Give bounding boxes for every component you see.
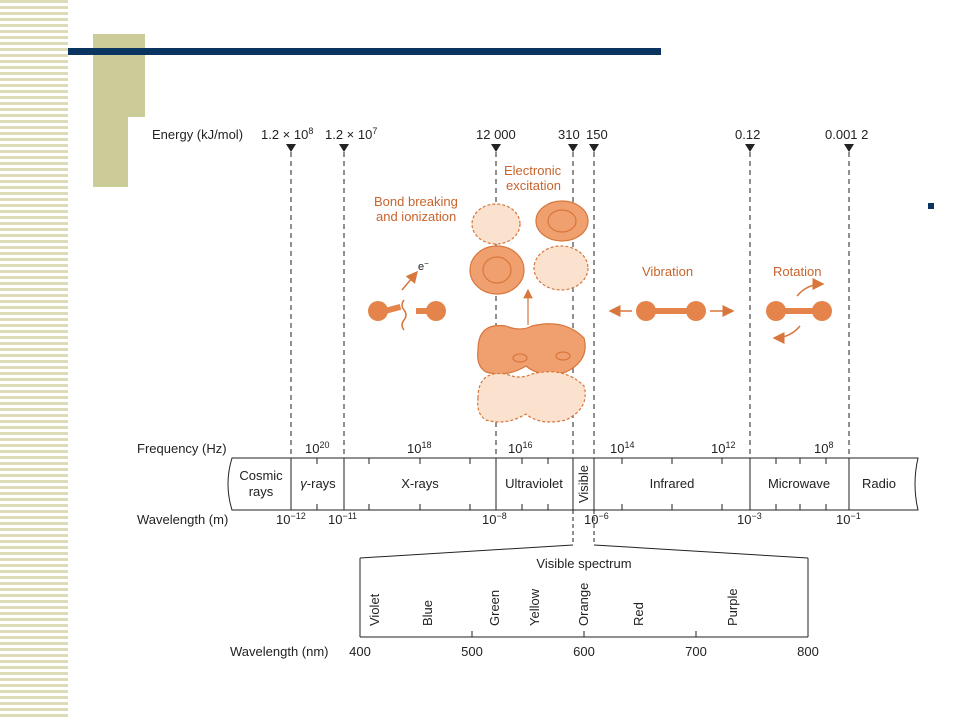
wavelength-m-tick-4: 10−6 bbox=[584, 511, 609, 527]
wavelength-m-axis-label: Wavelength (m) bbox=[137, 512, 228, 527]
nm-tick-800: 800 bbox=[797, 644, 819, 659]
electronic-orbitals-icon bbox=[469, 200, 589, 423]
wavelength-m-tick-1: 10−12 bbox=[276, 511, 306, 527]
nm-tick-700: 700 bbox=[685, 644, 707, 659]
visible-extension-lines bbox=[572, 510, 595, 545]
energy-value-4: 310 bbox=[558, 127, 580, 142]
frequency-tick-3: 1016 bbox=[508, 440, 532, 456]
electronic-excitation-label-1: Electronic bbox=[504, 163, 562, 178]
decor-block-upper bbox=[93, 34, 145, 117]
electronic-excitation-label-2: excitation bbox=[506, 178, 561, 193]
color-yellow: Yellow bbox=[527, 588, 542, 626]
region-visible: Visible bbox=[576, 465, 591, 503]
bullet-marker bbox=[928, 203, 934, 209]
wavelength-m-tick-5: 10−3 bbox=[737, 511, 762, 527]
bond-breaking-molecule-icon: e− bbox=[368, 259, 446, 331]
rotation-molecule-icon bbox=[766, 278, 832, 344]
wavelength-m-tick-3: 10−8 bbox=[482, 511, 507, 527]
region-cosmic-rays-2: rays bbox=[249, 484, 274, 499]
visible-spectrum-title: Visible spectrum bbox=[536, 556, 631, 571]
frequency-tick-2: 1018 bbox=[407, 440, 431, 456]
nm-tick-600: 600 bbox=[573, 644, 595, 659]
frequency-tick-5: 1012 bbox=[711, 440, 735, 456]
frequency-tick-1: 1020 bbox=[305, 440, 329, 456]
rotation-label: Rotation bbox=[773, 264, 821, 279]
nm-tick-500: 500 bbox=[461, 644, 483, 659]
region-boundary-lines bbox=[290, 152, 850, 458]
visible-spectrum-bracket bbox=[359, 544, 809, 638]
color-violet: Violet bbox=[367, 593, 382, 626]
region-cosmic-rays-1: Cosmic bbox=[239, 468, 283, 483]
frequency-tick-4: 1014 bbox=[610, 440, 634, 456]
color-green: Green bbox=[487, 590, 502, 626]
visible-color-labels: Violet Blue Green Yellow Orange Red Purp… bbox=[367, 583, 740, 626]
energy-value-6: 0.12 bbox=[735, 127, 760, 142]
band-minor-ticks bbox=[316, 458, 827, 510]
energy-value-3: 12 000 bbox=[476, 127, 516, 142]
color-orange: Orange bbox=[576, 583, 591, 626]
vibration-molecule-icon bbox=[608, 301, 735, 321]
wavelength-m-tick-6: 10−1 bbox=[836, 511, 861, 527]
frequency-tick-6: 108 bbox=[814, 440, 833, 456]
decorative-stripes bbox=[0, 0, 68, 720]
energy-value-5: 150 bbox=[586, 127, 608, 142]
title-accent-bar bbox=[68, 48, 661, 55]
frequency-axis-label: Frequency (Hz) bbox=[137, 441, 227, 456]
region-radio: Radio bbox=[862, 476, 896, 491]
nm-tick-400: 400 bbox=[349, 644, 371, 659]
energy-value-7: 0.001 2 bbox=[825, 127, 868, 142]
region-microwave: Microwave bbox=[768, 476, 830, 491]
bond-breaking-label-1: Bond breaking bbox=[374, 194, 458, 209]
spectrum-band bbox=[227, 457, 919, 511]
wavelength-m-tick-2: 10−11 bbox=[328, 511, 357, 527]
vibration-label: Vibration bbox=[642, 264, 693, 279]
bond-breaking-label-2: and ionization bbox=[376, 209, 456, 224]
energy-markers bbox=[286, 144, 854, 152]
energy-value-2: 1.2 × 107 bbox=[325, 126, 377, 142]
region-ultraviolet: Ultraviolet bbox=[505, 476, 563, 491]
region-gamma-rays: γ-rays bbox=[300, 476, 336, 491]
color-red: Red bbox=[631, 602, 646, 626]
wavelength-nm-axis-label: Wavelength (nm) bbox=[230, 644, 329, 659]
color-purple: Purple bbox=[725, 588, 740, 626]
energy-axis-label: Energy (kJ/mol) bbox=[152, 127, 243, 142]
region-infrared: Infrared bbox=[650, 476, 695, 491]
decor-block-lower bbox=[93, 117, 128, 187]
color-blue: Blue bbox=[420, 600, 435, 626]
energy-value-1: 1.2 × 108 bbox=[261, 126, 313, 142]
electron-label: e− bbox=[418, 259, 429, 273]
region-x-rays: X-rays bbox=[401, 476, 439, 491]
